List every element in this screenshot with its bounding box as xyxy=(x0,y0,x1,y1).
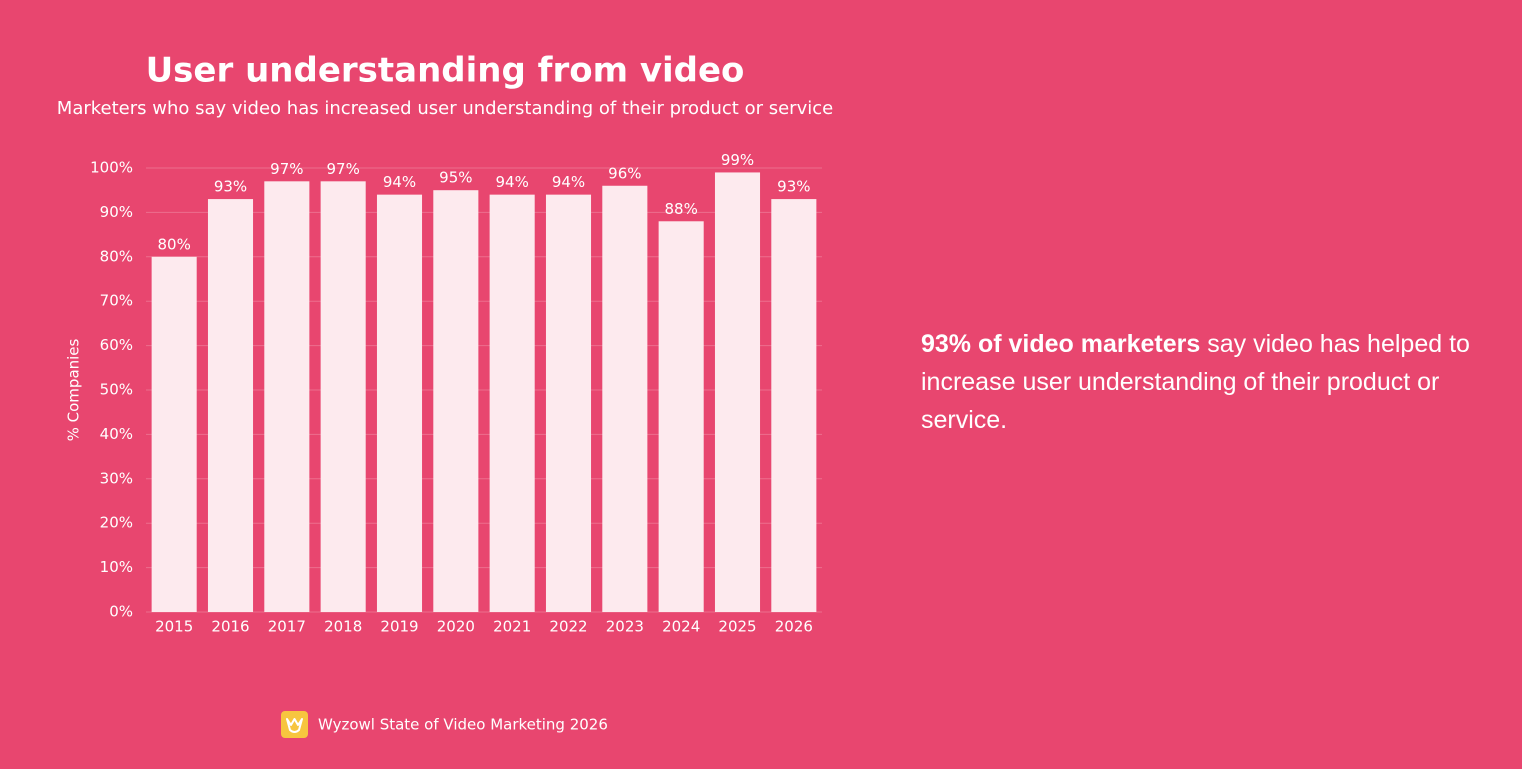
y-tick-label: 20% xyxy=(100,514,133,532)
y-tick-label: 100% xyxy=(90,159,133,177)
callout-text: say video has helped to increase user un… xyxy=(921,330,1470,434)
chart-title: User understanding from video xyxy=(146,51,745,91)
y-tick-label: 50% xyxy=(100,381,133,399)
x-tick-label: 2021 xyxy=(493,618,531,636)
bar xyxy=(207,199,254,612)
y-tick-label: 30% xyxy=(100,469,133,487)
bar xyxy=(320,181,366,612)
x-tick-label: 2017 xyxy=(268,618,306,636)
y-tick-label: 40% xyxy=(100,425,133,443)
y-tick-label: 80% xyxy=(100,247,133,265)
data-label: 94% xyxy=(383,173,416,191)
bar xyxy=(714,172,761,612)
callout: 93% of video marketers say video has hel… xyxy=(921,325,1491,439)
data-label: 97% xyxy=(270,160,303,178)
data-label: 94% xyxy=(552,173,585,191)
data-label: 96% xyxy=(608,164,641,182)
y-tick-label: 60% xyxy=(100,336,133,354)
bar xyxy=(151,256,197,612)
y-axis-label: % Companies xyxy=(65,338,83,441)
bar xyxy=(376,194,423,612)
x-tick-label: 2018 xyxy=(324,618,362,636)
x-tick-label: 2025 xyxy=(718,618,756,636)
data-label: 97% xyxy=(326,160,359,178)
x-tick-label: 2026 xyxy=(775,618,813,636)
bar xyxy=(658,221,704,612)
x-tick-label: 2022 xyxy=(549,618,587,636)
bar xyxy=(771,199,817,612)
x-tick-label: 2019 xyxy=(380,618,418,636)
callout-highlight: 93% of video marketers xyxy=(921,330,1201,358)
x-tick-label: 2020 xyxy=(437,618,475,636)
bar xyxy=(602,185,648,612)
y-tick-label: 70% xyxy=(100,292,133,310)
data-label: 99% xyxy=(721,151,754,169)
bar xyxy=(433,190,479,612)
data-label: 93% xyxy=(214,178,247,196)
data-label: 95% xyxy=(439,169,472,187)
y-tick-label: 0% xyxy=(109,603,133,621)
y-tick-label: 10% xyxy=(100,558,133,576)
bar xyxy=(264,181,310,612)
chart-subtitle: Marketers who say video has increased us… xyxy=(57,98,833,119)
x-tick-label: 2023 xyxy=(606,618,644,636)
y-tick-label: 90% xyxy=(100,203,133,221)
bar xyxy=(489,194,535,612)
data-label: 88% xyxy=(664,200,697,218)
x-tick-label: 2024 xyxy=(662,618,700,636)
data-label: 93% xyxy=(777,178,810,196)
x-tick-label: 2016 xyxy=(211,618,249,636)
data-label: 94% xyxy=(495,173,528,191)
source-logo xyxy=(281,711,308,738)
data-label: 80% xyxy=(157,235,190,253)
source: Wyzowl State of Video Marketing 2026 xyxy=(318,716,608,734)
bar xyxy=(545,194,592,612)
source-logo-icon xyxy=(286,718,303,733)
x-tick-label: 2015 xyxy=(155,618,193,636)
